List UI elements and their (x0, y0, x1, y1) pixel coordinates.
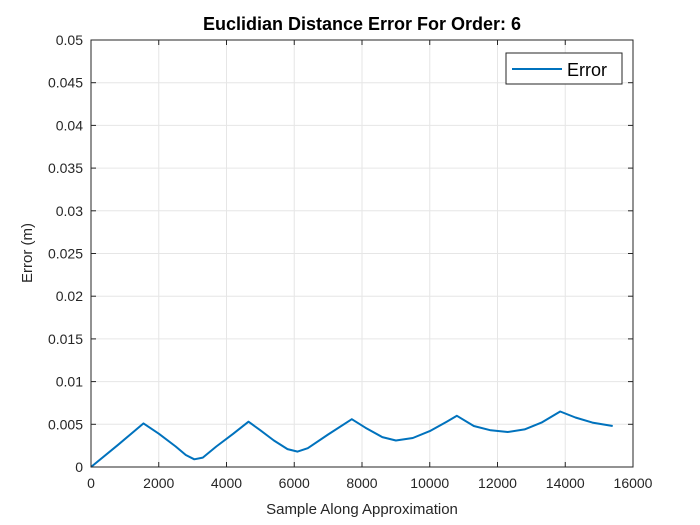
y-tick-labels: 0 0.005 0.01 0.015 0.02 0.025 0.03 0.035 0.04 0.0… (48, 32, 83, 475)
x-tick-label: 2000 (143, 475, 174, 491)
series-layer (90, 410, 613, 468)
y-axis-title: Error (m) (19, 223, 36, 283)
x-tick-label: 16000 (614, 475, 653, 491)
y-tick-label: 0.03 (56, 203, 83, 219)
x-tick-label: 12000 (478, 475, 517, 491)
chart-title: Euclidian Distance Error For Order: 6 (203, 14, 521, 34)
x-tick-label: 8000 (346, 475, 377, 491)
x-tick-label: 0 (87, 475, 95, 491)
y-tick-label: 0.005 (48, 416, 83, 432)
x-tick-label: 14000 (546, 475, 585, 491)
x-tick-label: 4000 (211, 475, 242, 491)
y-tick-label: 0.04 (56, 117, 83, 133)
x-axis-title: Sample Along Approximation (266, 501, 458, 518)
grid (91, 40, 633, 467)
x-tick-label: 6000 (279, 475, 310, 491)
series-line-error (90, 410, 613, 468)
x-tick-label: 10000 (410, 475, 449, 491)
y-tick-label: 0.02 (56, 288, 83, 304)
legend: Error (505, 52, 623, 85)
x-tick-labels: 0 2000 4000 6000 8000 10000 12000 14000 16000 (87, 475, 653, 491)
y-tick-label: 0.045 (48, 75, 83, 91)
ticks (90, 39, 634, 468)
y-tick-label: 0.05 (56, 32, 83, 48)
legend-label-error: Error (567, 60, 607, 80)
y-tick-label: 0.025 (48, 246, 83, 262)
y-tick-label: 0 (75, 459, 83, 475)
y-tick-label: 0.01 (56, 374, 83, 390)
y-tick-label: 0.015 (48, 331, 83, 347)
y-tick-label: 0.035 (48, 160, 83, 176)
